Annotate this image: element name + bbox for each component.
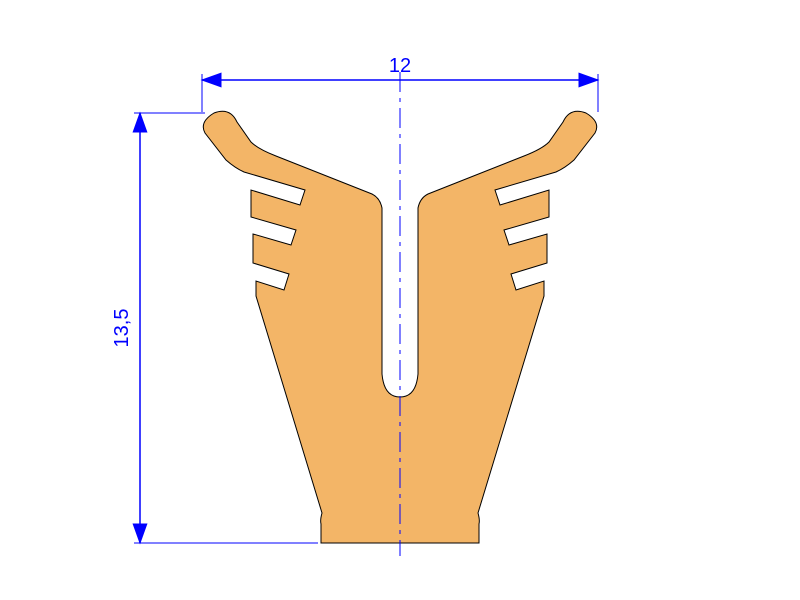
height-dimension-value: 13,5 xyxy=(111,309,133,348)
width-dimension-value: 12 xyxy=(389,55,411,77)
